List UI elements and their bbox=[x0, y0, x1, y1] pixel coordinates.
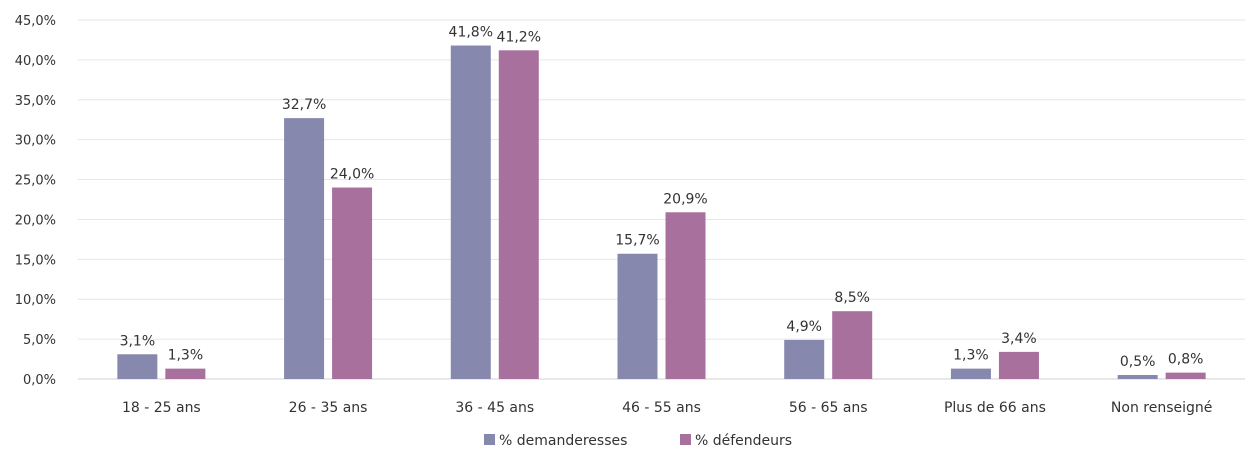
bar-demanderesses bbox=[450, 45, 491, 379]
data-label: 20,9% bbox=[663, 191, 707, 207]
legend-label: % demanderesses bbox=[499, 433, 627, 449]
bar-demanderesses bbox=[284, 118, 325, 380]
bar-demanderesses bbox=[117, 354, 158, 379]
data-label: 0,5% bbox=[1120, 354, 1156, 370]
y-tick-label: 30,0% bbox=[15, 134, 56, 149]
x-axis-categories: 18 - 25 ans 26 - 35 ans 36 - 45 ans 46 - 55… bbox=[122, 400, 1212, 416]
y-tick-label: 20,0% bbox=[15, 213, 56, 228]
y-tick-label: 0,0% bbox=[23, 373, 56, 388]
y-tick-label: 25,0% bbox=[15, 174, 56, 189]
data-label: 41,8% bbox=[449, 25, 493, 41]
category-label: 36 - 45 ans bbox=[455, 400, 534, 416]
bar-demanderesses bbox=[950, 368, 991, 379]
legend: % demanderesses % défendeurs bbox=[484, 433, 792, 449]
y-tick-label: 45,0% bbox=[15, 14, 56, 29]
y-tick-label: 5,0% bbox=[23, 333, 56, 348]
data-label: 3,4% bbox=[1001, 331, 1037, 347]
legend-swatch bbox=[484, 434, 495, 445]
data-labels: 3,1% 1,3% 32,7% 24,0% 41,8% 41,2% 15,7% 20,9% 4,… bbox=[120, 25, 1204, 370]
bar-defendeurs bbox=[332, 187, 373, 379]
bar-demanderesses bbox=[784, 339, 825, 379]
bar-defendeurs bbox=[832, 311, 873, 379]
bar-demanderesses bbox=[617, 253, 658, 379]
y-tick-label: 10,0% bbox=[15, 293, 56, 308]
legend-swatch bbox=[680, 434, 691, 445]
category-label: 18 - 25 ans bbox=[122, 400, 201, 416]
data-label: 1,3% bbox=[953, 348, 989, 364]
data-label: 0,8% bbox=[1168, 352, 1204, 368]
bar-defendeurs bbox=[165, 368, 206, 379]
bar-defendeurs bbox=[665, 212, 706, 379]
bar-defendeurs bbox=[498, 50, 539, 380]
y-tick-label: 40,0% bbox=[15, 54, 56, 69]
gridlines bbox=[78, 19, 1245, 380]
bar-defendeurs bbox=[998, 351, 1039, 379]
category-label: 26 - 35 ans bbox=[289, 400, 368, 416]
category-label: Non renseigné bbox=[1111, 400, 1212, 416]
data-label: 24,0% bbox=[330, 167, 374, 183]
bar-defendeurs bbox=[1165, 372, 1206, 379]
data-label: 1,3% bbox=[168, 348, 204, 364]
y-tick-label: 15,0% bbox=[15, 253, 56, 268]
category-label: 56 - 65 ans bbox=[789, 400, 868, 416]
data-label: 41,2% bbox=[497, 29, 541, 45]
bars bbox=[117, 45, 1206, 380]
data-label: 4,9% bbox=[786, 319, 822, 335]
category-label: 46 - 55 ans bbox=[622, 400, 701, 416]
legend-label: % défendeurs bbox=[695, 433, 792, 449]
y-axis-ticks: 0,0% 5,0% 10,0% 15,0% 20,0% 25,0% 30,0% 35,0% 40… bbox=[15, 14, 56, 388]
data-label: 3,1% bbox=[120, 333, 156, 349]
data-label: 15,7% bbox=[615, 233, 659, 249]
data-label: 32,7% bbox=[282, 97, 326, 113]
data-label: 8,5% bbox=[834, 290, 870, 306]
bar-demanderesses bbox=[1117, 375, 1158, 379]
category-label: Plus de 66 ans bbox=[944, 400, 1046, 416]
y-tick-label: 35,0% bbox=[15, 94, 56, 109]
